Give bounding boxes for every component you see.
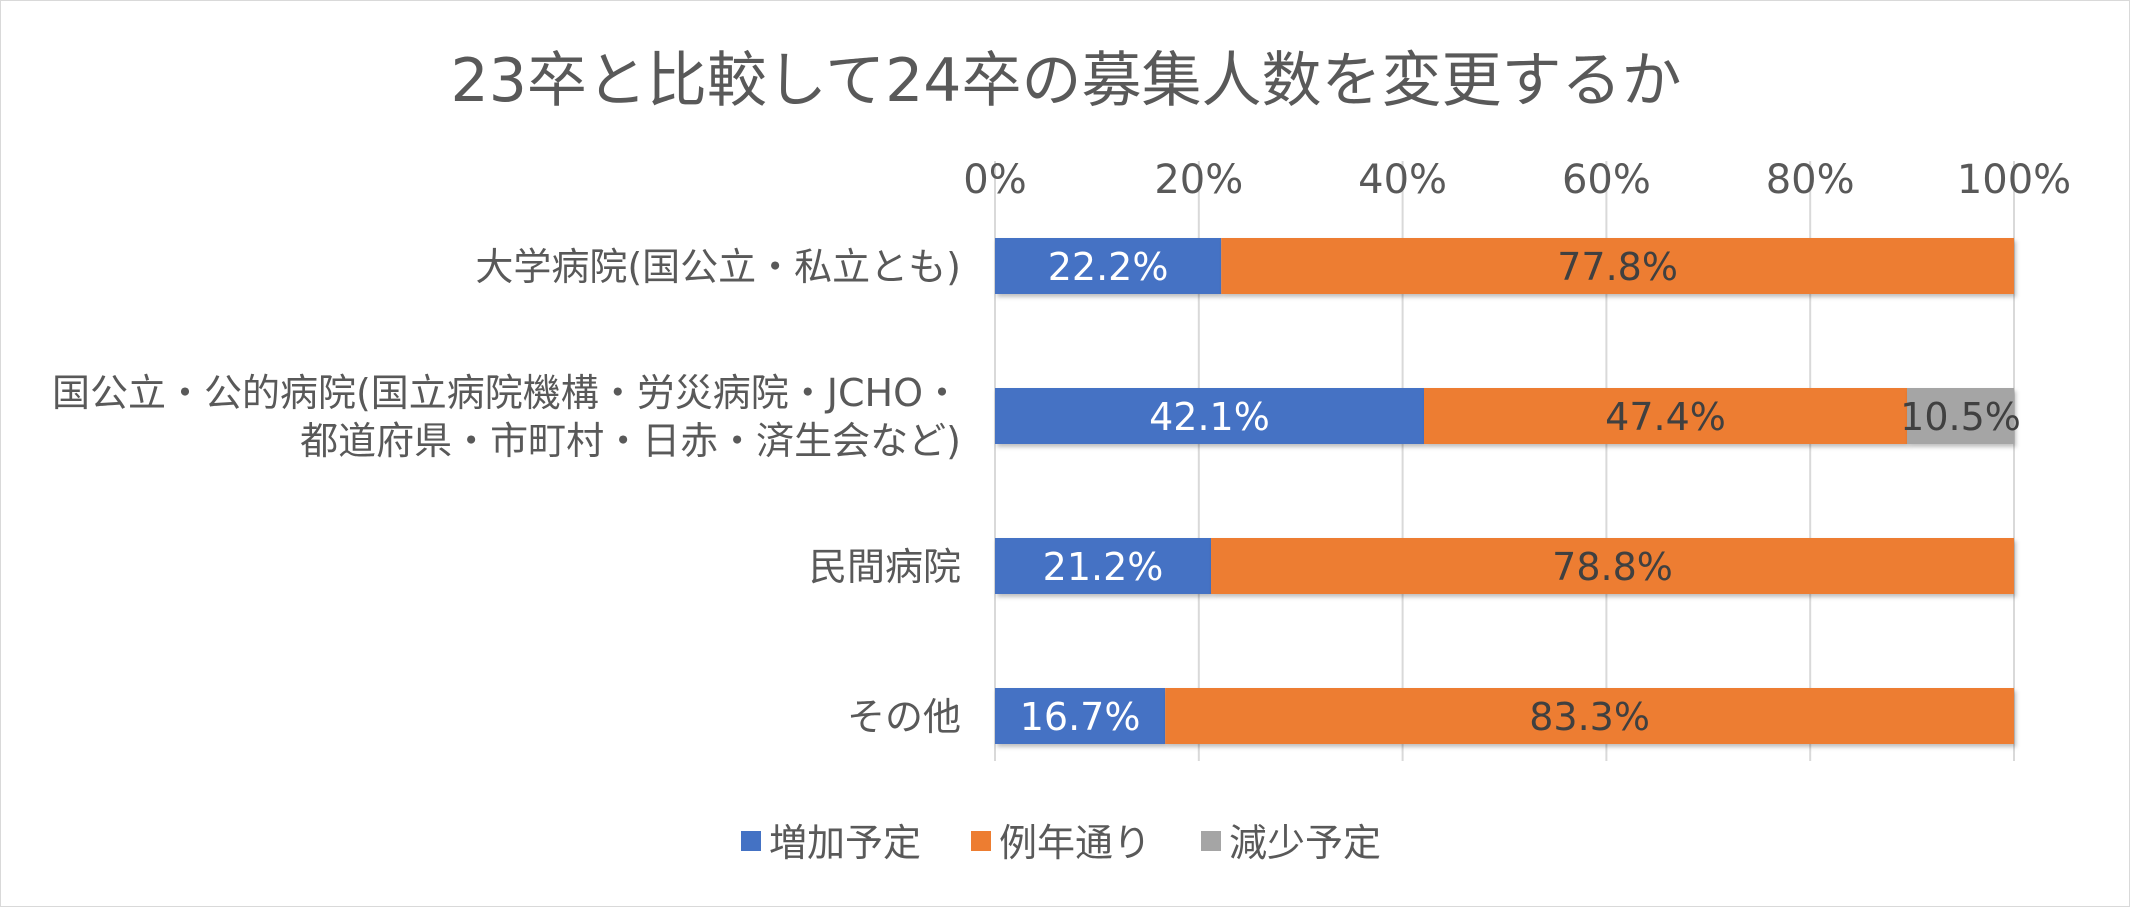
data-label: 22.2% (1048, 245, 1169, 289)
bar-segment (995, 538, 1212, 594)
legend-label: 例年通り (999, 821, 1151, 865)
legend-swatch (741, 831, 761, 851)
data-label: 16.7% (1020, 695, 1141, 739)
legend-item: 増加予定 (741, 821, 921, 865)
data-label: 21.2% (1043, 545, 1164, 589)
data-label: 47.4% (1605, 395, 1726, 439)
bar-group: 16.7% 83.3% (995, 688, 2014, 744)
bar-segment (1211, 538, 2014, 594)
bar-group: 21.2% 78.8% (995, 538, 2014, 594)
legend-swatch (1201, 831, 1221, 851)
legend: 増加予定 例年通り 減少予定 (741, 821, 1381, 865)
chart-title: 23卒と比較して24卒の募集人数を変更するか (451, 46, 1682, 116)
bar-segment (1165, 688, 2014, 744)
legend-item: 例年通り (971, 821, 1151, 865)
category-label: 大学病院(国公立・私立とも) (475, 245, 961, 289)
x-tick-label: 60% (1562, 157, 1651, 203)
legend-item: 減少予定 (1201, 821, 1381, 865)
bar-segment (995, 688, 1166, 744)
category-label: 国公立・公的病院(国立病院機構・労災病院・JCHO・ (52, 371, 961, 415)
bar-group: 22.2% 77.8% (995, 238, 2014, 294)
data-label: 42.1% (1149, 395, 1270, 439)
data-label: 83.3% (1529, 695, 1650, 739)
legend-swatch (971, 831, 991, 851)
category-label: 民間病院 (809, 545, 961, 589)
bar-segment (995, 238, 1222, 294)
x-tick-label: 40% (1358, 157, 1447, 203)
legend-label: 減少予定 (1229, 821, 1381, 865)
category-label: 都道府県・市町村・日赤・済生会など) (300, 419, 961, 463)
bar-segment (1907, 388, 2014, 444)
x-tick-label: 100% (1957, 157, 2071, 203)
bar-group: 42.1% 47.4% 10.5% (995, 388, 2021, 444)
x-tick-label: 80% (1766, 157, 1855, 203)
bar-segment (1423, 388, 1908, 444)
data-label: 78.8% (1552, 545, 1673, 589)
category-labels: 大学病院(国公立・私立とも) 国公立・公的病院(国立病院機構・労災病院・JCHO・… (52, 245, 961, 739)
x-tick-label: 20% (1154, 157, 1243, 203)
data-label: 10.5% (1900, 395, 2021, 439)
bar-segment (1221, 238, 2014, 294)
bar-segment (995, 388, 1424, 444)
data-label: 77.8% (1557, 245, 1678, 289)
x-axis-ticks: 0% 20% 40% 60% 80% 100% (963, 157, 2071, 203)
bars: 22.2% 77.8% 42.1% 47.4% 10.5% 21.2% 78.8% 16.7%… (995, 238, 2021, 744)
x-tick-label: 0% (963, 157, 1026, 203)
legend-label: 増加予定 (769, 821, 921, 865)
category-label: その他 (847, 695, 961, 739)
